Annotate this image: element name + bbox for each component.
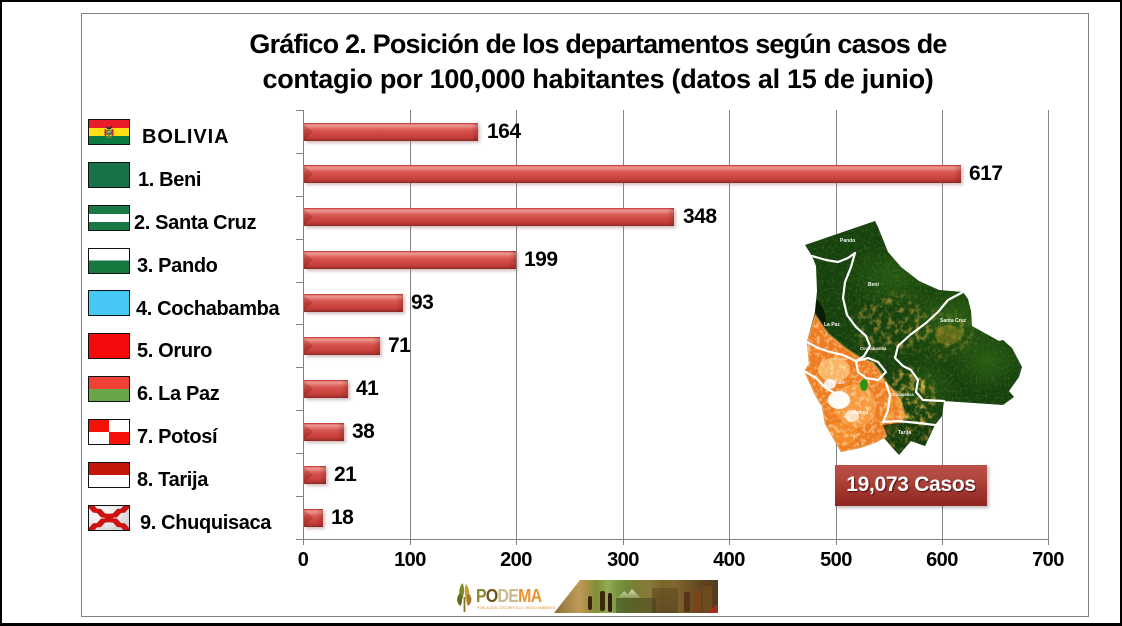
- svg-text:Potosí: Potosí: [853, 410, 869, 416]
- svg-text:Santa Cruz: Santa Cruz: [940, 318, 967, 324]
- svg-text:Beni: Beni: [868, 282, 879, 288]
- svg-text:La Paz: La Paz: [824, 322, 840, 328]
- svg-text:Oruro: Oruro: [832, 380, 845, 385]
- svg-text:Pando: Pando: [840, 238, 855, 244]
- svg-text:Chuquisaca: Chuquisaca: [890, 392, 914, 397]
- svg-text:Tarija: Tarija: [898, 430, 911, 436]
- svg-text:Cochabamba: Cochabamba: [860, 346, 887, 351]
